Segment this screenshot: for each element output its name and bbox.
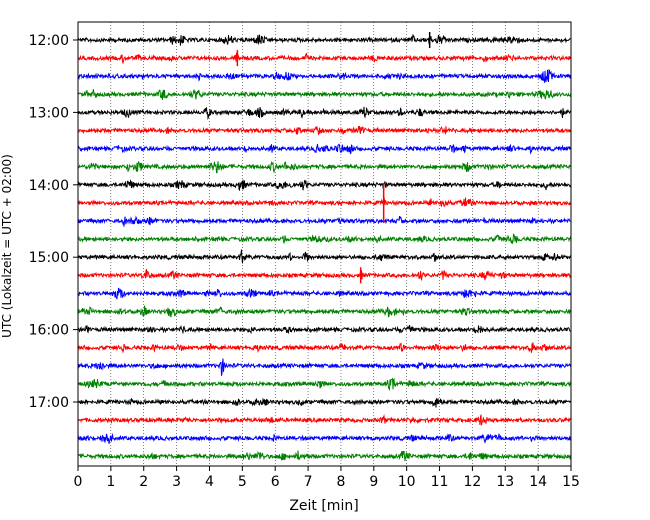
trace-3 bbox=[77, 88, 572, 100]
trace-22 bbox=[77, 432, 572, 444]
trace-19 bbox=[77, 377, 572, 391]
x-tick-label: 4 bbox=[205, 474, 214, 490]
trace-11 bbox=[77, 233, 572, 245]
trace-9 bbox=[77, 196, 572, 208]
plot-frame bbox=[77, 21, 572, 467]
trace-1 bbox=[77, 52, 572, 64]
y-tick-label: 12:00 bbox=[29, 33, 69, 49]
trace-20 bbox=[77, 397, 572, 408]
trace-17 bbox=[77, 342, 572, 354]
x-tick-label: 12 bbox=[463, 474, 481, 490]
trace-5 bbox=[77, 125, 572, 136]
trace-21 bbox=[77, 413, 572, 426]
trace-12 bbox=[77, 249, 572, 264]
x-tick-label: 11 bbox=[431, 474, 449, 490]
x-tick-label: 3 bbox=[172, 474, 181, 490]
x-tick-label: 8 bbox=[336, 474, 345, 490]
trace-8 bbox=[77, 178, 572, 192]
trace-0 bbox=[77, 34, 572, 46]
x-tick-label: 14 bbox=[529, 474, 547, 490]
trace-10 bbox=[77, 215, 572, 227]
vertical-grid-lines bbox=[110, 22, 539, 466]
trace-18 bbox=[77, 358, 572, 376]
x-tick-label: 13 bbox=[496, 474, 514, 490]
y-axis-label: UTC (Lokalzeit = UTC + 02:00) bbox=[0, 154, 14, 338]
x-axis-label: Zeit [min] bbox=[289, 498, 358, 514]
x-tick-label: 6 bbox=[271, 474, 280, 490]
y-tick-label: 15:00 bbox=[29, 250, 69, 266]
trace-7 bbox=[77, 160, 572, 174]
trace-16 bbox=[77, 324, 572, 335]
trace-4 bbox=[77, 106, 572, 121]
y-tick-label: 14:00 bbox=[29, 178, 69, 194]
x-tick-label: 10 bbox=[398, 474, 416, 490]
x-tick-label: 1 bbox=[106, 474, 115, 490]
y-axis-ticks: 12:00 13:00 14:00 15:00 16:00 17:00 bbox=[29, 33, 78, 411]
y-tick-label: 13:00 bbox=[29, 105, 69, 121]
trace-2 bbox=[77, 68, 572, 83]
trace-13 bbox=[77, 268, 572, 281]
trace-15 bbox=[77, 305, 572, 318]
y-tick-label: 17:00 bbox=[29, 395, 69, 411]
x-tick-label: 0 bbox=[74, 474, 83, 490]
x-tick-label: 15 bbox=[562, 474, 580, 490]
trace-6 bbox=[77, 143, 572, 155]
trace-14 bbox=[77, 287, 572, 300]
y-tick-label: 16:00 bbox=[29, 323, 69, 339]
x-axis-ticks: 0 1 2 3 4 5 6 7 8 9 10 11 12 13 14 15 bbox=[74, 466, 580, 490]
trace-23 bbox=[77, 450, 572, 462]
seismogram-traces bbox=[77, 32, 572, 462]
x-tick-label: 7 bbox=[304, 474, 313, 490]
x-tick-label: 5 bbox=[238, 474, 247, 490]
x-tick-label: 2 bbox=[139, 474, 148, 490]
x-tick-label: 9 bbox=[369, 474, 378, 490]
